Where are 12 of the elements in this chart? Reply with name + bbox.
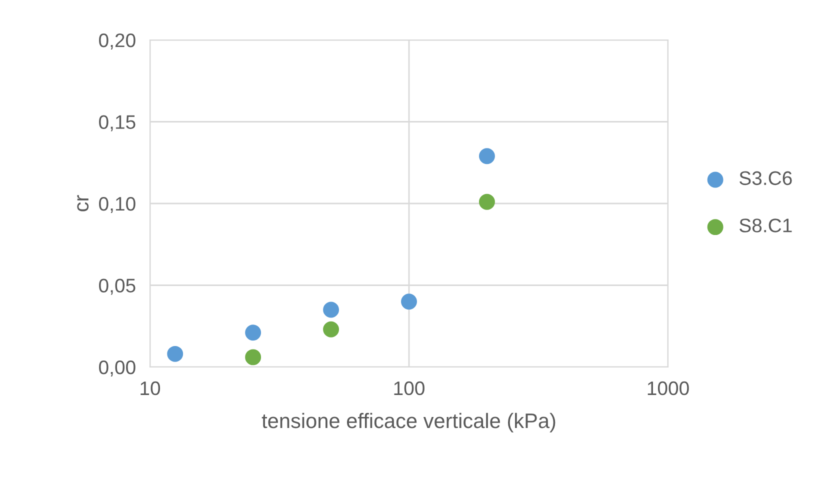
y-tick-label: 0,00 (99, 360, 136, 377)
legend-label: S8.C1 (740, 218, 792, 232)
legend-label: S3.C6 (740, 171, 792, 186)
x-axis-title: tensione efficace verticale (kPa) (262, 412, 556, 432)
y-tick-label: 0,15 (99, 115, 136, 132)
y-tick-label: 0,05 (99, 278, 136, 295)
x-tick-label: 1000 (648, 381, 689, 396)
x-tick-label: 10 (140, 381, 160, 396)
y-tick-label: 0,10 (99, 196, 136, 214)
y-tick-label: 0,20 (99, 33, 136, 50)
y-axis-title: cr (77, 195, 89, 212)
x-tick-label: 100 (394, 381, 424, 396)
